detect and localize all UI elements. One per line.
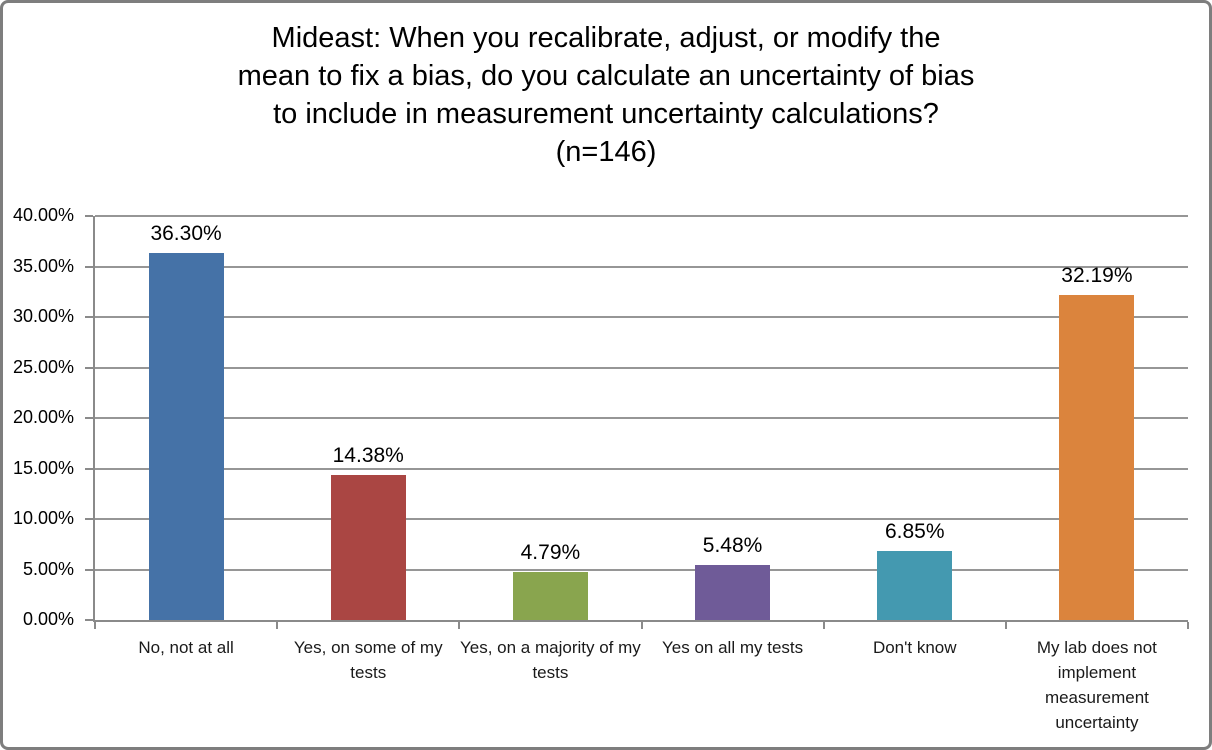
y-axis-tick-label: 40.00% <box>12 205 74 225</box>
chart-title-line: Mideast: When you recalibrate, adjust, o… <box>271 22 941 54</box>
x-axis-category-label: My lab does not implement measurement un… <box>1036 638 1157 732</box>
y-axis-tick-label: 35.00% <box>12 255 74 276</box>
gridline <box>95 215 1188 217</box>
chart-title-line: (n=146) <box>555 136 657 168</box>
x-axis-category-label: Yes, on a majority of my tests <box>460 638 641 682</box>
y-axis-tick <box>85 467 93 470</box>
x-axis-tick <box>276 622 279 629</box>
bar-value-label: 32.19% <box>1061 263 1133 287</box>
y-axis-tick <box>85 316 93 318</box>
chart-title-line: to include in measurement uncertainty ca… <box>273 98 939 130</box>
y-axis-tick <box>85 518 93 520</box>
gridline <box>95 366 1188 369</box>
gridline <box>95 518 1188 520</box>
y-axis-tick-label: 5.00% <box>22 558 74 579</box>
y-axis-tick <box>85 366 93 369</box>
gridline <box>95 316 1188 318</box>
bar-2 <box>330 474 406 620</box>
y-axis-tick-label: 25.00% <box>12 356 74 377</box>
bar-1 <box>148 253 224 620</box>
x-axis-category-label: Yes on all my tests <box>662 638 804 657</box>
gridline <box>95 568 1188 571</box>
x-axis-tick <box>640 622 643 629</box>
y-axis-tick-label: 20.00% <box>12 407 74 427</box>
x-axis-tick <box>1004 622 1007 629</box>
chart-title-line: mean to fix a bias, do you calculate an … <box>237 60 975 92</box>
y-axis-tick-label: 15.00% <box>12 457 74 478</box>
plot-area <box>85 215 1189 629</box>
x-axis-category-label: Yes, on some of my tests <box>293 638 443 682</box>
y-axis-tick <box>85 568 93 571</box>
bar-5 <box>877 550 953 620</box>
bar-value-label: 36.30% <box>150 222 222 246</box>
bar-6 <box>1059 294 1135 620</box>
x-axis-tick <box>1187 622 1189 629</box>
x-axis-tick <box>822 622 825 629</box>
x-axis-tick <box>458 622 461 629</box>
bar-value-label: 4.79% <box>520 540 581 564</box>
gridline <box>95 265 1188 268</box>
bar-3 <box>512 571 588 620</box>
gridline <box>95 467 1188 470</box>
y-axis-tick <box>85 417 93 419</box>
bar-value-label: 6.85% <box>884 519 945 543</box>
y-axis-tick <box>85 619 93 621</box>
gridline <box>95 417 1188 419</box>
x-axis-category-label: Don't know <box>872 638 957 657</box>
y-axis-tick <box>85 215 93 217</box>
y-axis-tick-label: 10.00% <box>12 508 74 528</box>
bar-value-label: 14.38% <box>332 443 404 467</box>
y-axis-tick-label: 0.00% <box>22 609 74 629</box>
y-axis-tick <box>85 265 93 268</box>
y-axis-tick-label: 30.00% <box>12 306 74 326</box>
x-axis-line <box>93 620 1188 622</box>
x-axis-tick <box>94 622 96 629</box>
y-axis-line <box>93 216 95 622</box>
bar-4 <box>695 564 771 620</box>
chart-title: Mideast: When you recalibrate, adjust, o… <box>3 19 1209 171</box>
x-axis-category-label: No, not at all <box>138 638 234 657</box>
bar-value-label: 5.48% <box>702 533 763 557</box>
